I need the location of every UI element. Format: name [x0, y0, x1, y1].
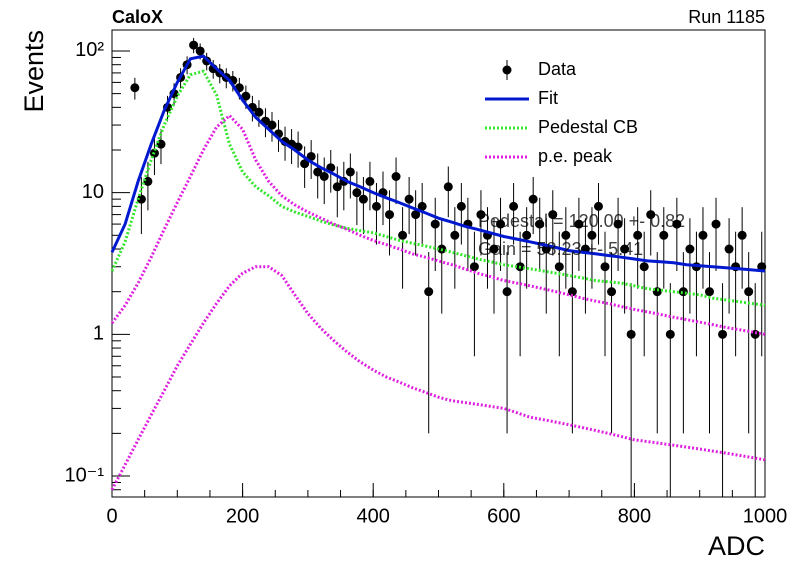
data-point [554, 262, 564, 272]
data-point [724, 244, 734, 254]
curve [110, 69, 766, 307]
data-point [352, 188, 362, 198]
data-point [593, 201, 603, 211]
data-point [319, 172, 329, 182]
data-point [639, 262, 649, 272]
curve [110, 54, 766, 273]
data-point [450, 230, 460, 240]
data-point [267, 120, 277, 130]
data-point [646, 210, 656, 220]
y-tick-label: 1 [93, 323, 104, 345]
data-point [456, 201, 466, 211]
data-point [613, 219, 623, 229]
data-point [704, 287, 714, 297]
data-point [195, 46, 205, 56]
data-point [718, 329, 728, 339]
data-point [685, 244, 695, 254]
data-point [306, 151, 316, 161]
data-point [587, 230, 597, 240]
curve [110, 113, 766, 336]
x-tick-label: 1000 [743, 505, 788, 527]
data-point [385, 210, 395, 220]
data-point [678, 287, 688, 297]
data-point [659, 230, 669, 240]
legend-label: Data [538, 59, 577, 79]
x-tick-label: 0 [106, 505, 117, 527]
data-point [332, 182, 342, 192]
data-point [469, 262, 479, 272]
data-point [509, 201, 519, 211]
x-tick-label: 400 [357, 505, 390, 527]
y-tick-label: 10 [82, 181, 104, 203]
data-point [633, 230, 643, 240]
data-point [489, 244, 499, 254]
data-point [574, 219, 584, 229]
annotation: Pedestal = 120.00 +- 0.82 [478, 211, 685, 231]
data-point [607, 287, 617, 297]
data-point [371, 201, 381, 211]
data-point [241, 91, 251, 101]
data-point [411, 210, 421, 220]
data-point [365, 176, 375, 186]
annotation: Gain = 58.23 +- 5.41 [478, 239, 643, 259]
data-point [404, 194, 414, 204]
data-point [254, 107, 264, 117]
data-point [737, 230, 747, 240]
data-point [665, 329, 675, 339]
data-point [698, 230, 708, 240]
data-point [711, 219, 721, 229]
data-point [626, 329, 636, 339]
y-axis-label: Events [19, 30, 49, 113]
data-point [424, 287, 434, 297]
data-point [143, 176, 153, 186]
x-axis-label: ADC [708, 531, 765, 561]
data-point [476, 210, 486, 220]
legend-label: Pedestal CB [538, 117, 638, 137]
legend-marker [502, 65, 512, 75]
data-point [567, 287, 577, 297]
data-point [502, 287, 512, 297]
x-tick-label: 200 [226, 505, 259, 527]
legend-label: p.e. peak [538, 146, 613, 166]
data-point [548, 210, 558, 220]
y-tick-label: 10² [75, 39, 104, 61]
data-point [561, 230, 571, 240]
legend-label: Fit [538, 88, 558, 108]
data-point [300, 159, 310, 169]
data-point [672, 219, 682, 229]
data-point [430, 219, 440, 229]
data-point [417, 201, 427, 211]
data-point [313, 167, 323, 177]
data-point [600, 262, 610, 272]
data-point [522, 230, 532, 240]
data-point [443, 182, 453, 192]
data-point [528, 194, 538, 204]
data-point [398, 230, 408, 240]
data-point [744, 287, 754, 297]
data-point [345, 167, 355, 177]
chart-subtitle: Run 1185 [688, 7, 765, 27]
data-point [156, 139, 166, 149]
x-tick-label: 600 [487, 505, 520, 527]
data-point [130, 83, 140, 93]
y-tick-label: 10⁻¹ [65, 464, 105, 486]
data-point [189, 40, 199, 50]
chart-title: CaloX [112, 7, 163, 27]
data-point [358, 194, 368, 204]
x-tick-label: 800 [618, 505, 651, 527]
data-point [535, 219, 545, 229]
data-point [620, 244, 630, 254]
data-point [757, 262, 767, 272]
curve [110, 265, 766, 491]
data-point [136, 194, 146, 204]
data-point [391, 172, 401, 182]
data-point [496, 219, 506, 229]
